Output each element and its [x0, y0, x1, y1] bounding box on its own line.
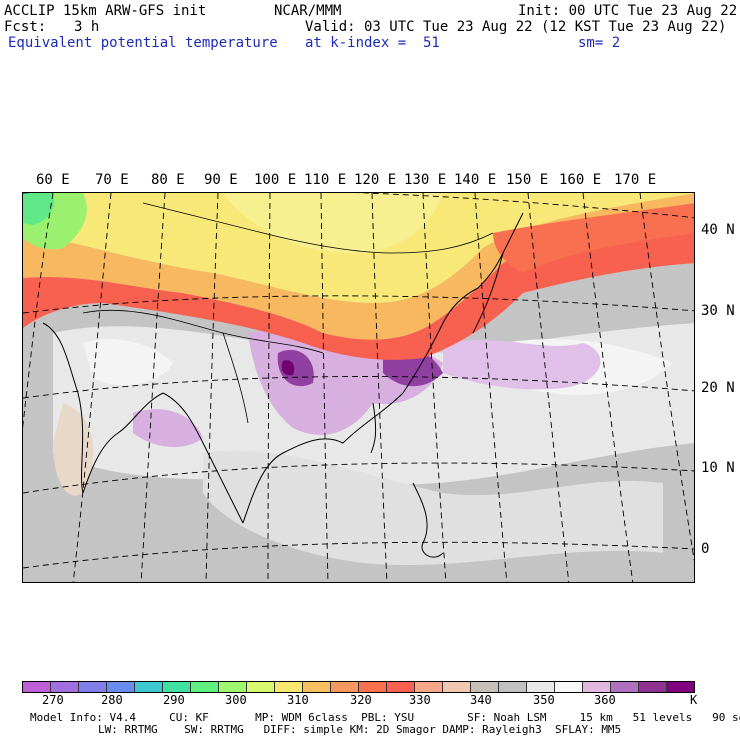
level-label: at k-index = 51	[305, 35, 440, 51]
colorbar-tick-label: 290	[163, 693, 185, 707]
footer-model-info: Model Info: V4.4 CU: KF MP: WDM 6class P…	[30, 711, 740, 724]
colorbar-swatch	[275, 682, 303, 692]
field-name: Equivalent potential temperature	[8, 35, 278, 51]
colorbar-tick-label: 310	[287, 693, 309, 707]
colorbar-swatch	[135, 682, 163, 692]
field-white-patch	[83, 339, 173, 386]
grid-line	[23, 541, 694, 569]
grid-line	[23, 462, 694, 494]
grid-line	[205, 193, 219, 582]
colorbar-swatch	[471, 682, 499, 692]
lon-label: 130 E	[404, 172, 447, 188]
colorbar-swatch	[611, 682, 639, 692]
grid-line	[527, 193, 570, 582]
theta-e-field	[23, 193, 694, 582]
lon-label: 170 E	[614, 172, 657, 188]
colorbar-swatch	[303, 682, 331, 692]
field-yellow-patch	[223, 193, 443, 253]
lat-label: 10 N	[701, 460, 735, 476]
colorbar-swatch	[527, 682, 555, 692]
coastline	[42, 287, 479, 524]
colorbar-swatch	[415, 682, 443, 692]
coastline	[472, 212, 524, 334]
map-panel	[22, 192, 695, 583]
valid-time: Valid: 03 UTC Tue 23 Aug 22 (12 KST Tue …	[305, 19, 727, 35]
colorbar-unit: K	[690, 693, 698, 707]
grid-line	[422, 193, 447, 582]
colorbar-swatch	[51, 682, 79, 692]
grid-line	[72, 193, 112, 582]
field-purple-region-east	[443, 340, 601, 390]
colorbar-swatch	[583, 682, 611, 692]
lon-label: 120 E	[354, 172, 397, 188]
colorbar-swatch	[23, 682, 51, 692]
smoothing-label: sm= 2	[578, 35, 621, 51]
colorbar-tick-label: 330	[409, 693, 431, 707]
colorbar-swatch	[639, 682, 667, 692]
field-green-core	[23, 193, 55, 225]
lat-label: 40 N	[701, 222, 735, 238]
grid-line	[639, 193, 694, 562]
model-title: ACCLIP 15km ARW-GFS init	[4, 3, 207, 19]
field-india-warm	[53, 403, 94, 496]
lat-label: 30 N	[701, 303, 735, 319]
colorbar-swatch	[219, 682, 247, 692]
lon-label: 60 E	[36, 172, 70, 188]
colorbar-swatch	[163, 682, 191, 692]
colorbar-swatch	[387, 682, 415, 692]
lat-label: 20 N	[701, 380, 735, 396]
field-light-band-south	[203, 451, 663, 566]
field-purple-max	[281, 360, 295, 376]
colorbar-tick-label: 300	[225, 693, 247, 707]
init-time: Init: 00 UTC Tue 23 Aug 22	[518, 3, 738, 19]
colorbar	[22, 681, 695, 693]
colorbar-swatch	[359, 682, 387, 692]
colorbar-tick-label: 280	[101, 693, 123, 707]
colorbar-swatch	[667, 682, 694, 692]
colorbar-swatch	[107, 682, 135, 692]
lon-label: 80 E	[151, 172, 185, 188]
footer-physics-info: LW: RRTMG SW: RRTMG DIFF: simple KM: 2D …	[98, 723, 622, 736]
colorbar-swatch	[79, 682, 107, 692]
lat-label: 0	[701, 541, 710, 557]
lon-label: 150 E	[506, 172, 549, 188]
grid-line	[582, 193, 634, 582]
colorbar-swatch	[499, 682, 527, 692]
colorbar-swatch	[247, 682, 275, 692]
colorbar-tick-label: 270	[42, 693, 64, 707]
lon-label: 90 E	[204, 172, 238, 188]
colorbar-tick-label: 340	[470, 693, 492, 707]
lon-label: 100 E	[254, 172, 297, 188]
field-purple-patch	[133, 409, 203, 448]
grid-line	[23, 376, 694, 399]
grid-line	[371, 193, 388, 582]
field-red-streak	[493, 203, 694, 273]
country-border	[82, 202, 494, 424]
colorbar-tick-label: 320	[350, 693, 372, 707]
coastline	[370, 402, 444, 558]
grid-line	[140, 193, 166, 582]
forecast-label: Fcst:	[4, 19, 47, 35]
center-label: NCAR/MMM	[274, 3, 342, 19]
forecast-hour: 3 h	[74, 19, 100, 35]
colorbar-swatch	[191, 682, 219, 692]
colorbar-tick-label: 350	[533, 693, 555, 707]
grid-line	[474, 193, 508, 582]
lon-label: 110 E	[304, 172, 347, 188]
grid-line	[320, 193, 329, 582]
lon-label: 140 E	[454, 172, 497, 188]
lon-label: 160 E	[559, 172, 602, 188]
colorbar-swatch	[555, 682, 583, 692]
grid-line	[267, 193, 271, 582]
lon-label: 70 E	[95, 172, 129, 188]
grid-lines	[23, 193, 694, 582]
colorbar-swatch	[443, 682, 471, 692]
colorbar-swatch	[331, 682, 359, 692]
colorbar-tick-label: 360	[594, 693, 616, 707]
